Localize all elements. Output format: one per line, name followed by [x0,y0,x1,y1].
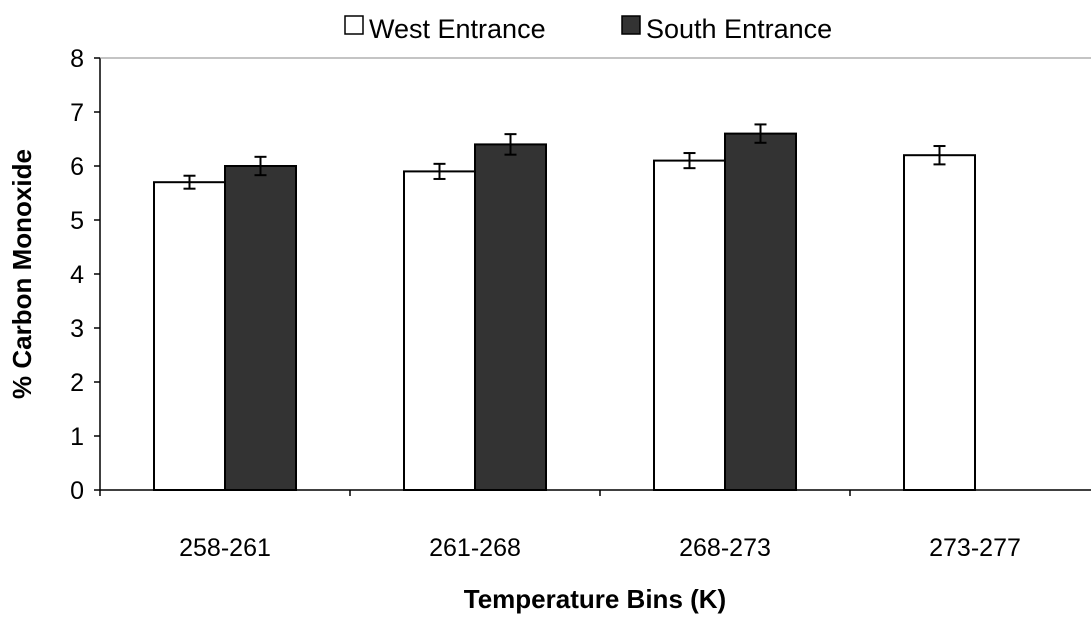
y-tick-label: 7 [70,99,84,127]
y-tick-label: 5 [70,207,84,235]
y-tick-label: 3 [70,315,84,343]
y-tick-label: 8 [70,45,84,73]
x-axis-ticks: 258-261 261-268 268-273 273-277 [99,490,1021,562]
error-bars [183,123,946,190]
bar-west-entrance [653,159,726,491]
bar-west-entrance [403,170,476,491]
legend-label-south-entrance: South Entrance [646,14,832,44]
bar-south-entrance [224,165,297,491]
legend-swatch-south-entrance [621,15,641,35]
x-tick-label: 268-273 [679,534,771,562]
y-tick-label: 2 [70,369,84,397]
x-tick-label: 261-268 [429,534,521,562]
legend-label-west-entrance: West Entrance [369,14,546,44]
y-tick-label: 0 [70,477,84,505]
bar-south-entrance [724,132,797,491]
y-tick-label: 6 [70,153,84,181]
legend: West Entrance South Entrance [344,14,832,44]
legend-swatch-west-entrance [344,15,364,35]
x-axis-title: Temperature Bins (K) [464,584,726,614]
y-axis-ticks: 0 1 2 3 4 5 6 7 8 [70,45,100,505]
y-tick-label: 1 [70,423,84,451]
y-tick-label: 4 [70,261,84,289]
bar-south-entrance [474,143,547,491]
bar-west-entrance [153,181,226,491]
x-tick-label: 273-277 [929,534,1021,562]
bars [153,132,976,491]
x-tick-label: 258-261 [179,534,271,562]
y-axis-title: % Carbon Monoxide [7,149,37,399]
bar-west-entrance [903,154,976,491]
